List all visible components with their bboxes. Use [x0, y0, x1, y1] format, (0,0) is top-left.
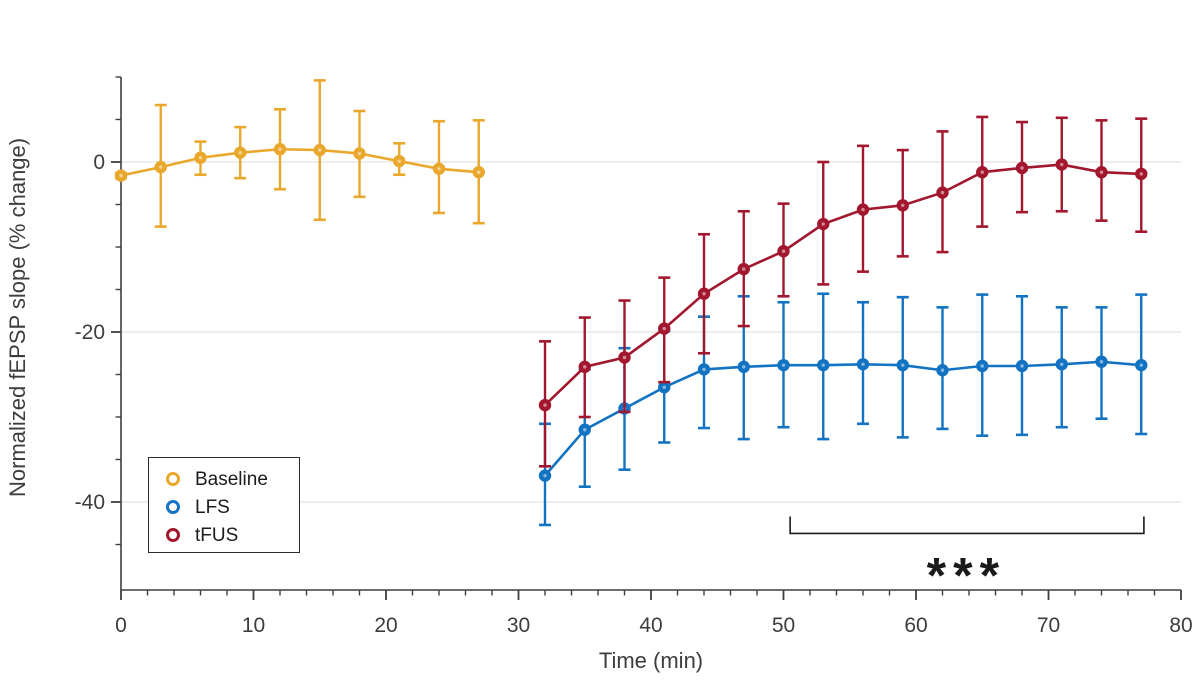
- y-tick-label: 0: [93, 151, 105, 174]
- x-tick-label: 40: [639, 614, 662, 637]
- data-point-center: [861, 362, 865, 366]
- x-tick-label: 60: [904, 614, 927, 637]
- y-tick-label: -20: [75, 321, 105, 344]
- y-tick-label: -40: [75, 491, 105, 514]
- data-point-center: [1099, 360, 1104, 364]
- data-point-center: [742, 267, 746, 271]
- data-point-center: [622, 355, 627, 360]
- data-point-center: [198, 156, 203, 160]
- legend-marker-circle-icon: [166, 500, 180, 514]
- data-point-center: [662, 326, 666, 331]
- data-point-center: [901, 363, 905, 367]
- data-point-center: [781, 249, 786, 253]
- data-point-center: [1060, 362, 1064, 366]
- data-point-center: [357, 151, 362, 156]
- data-point-center: [702, 292, 706, 296]
- x-tick-label: 50: [772, 614, 795, 637]
- legend-marker-circle-icon: [166, 528, 180, 542]
- data-point-center: [1020, 166, 1024, 170]
- legend-label: tFUS: [195, 525, 239, 546]
- legend-label: Baseline: [195, 469, 268, 490]
- data-point-center: [702, 367, 706, 372]
- data-point-center: [980, 364, 984, 368]
- data-point-center: [159, 165, 163, 169]
- data-point-center: [861, 207, 865, 212]
- data-point-center: [1099, 170, 1104, 174]
- data-point-center: [662, 385, 666, 389]
- x-tick-label: 30: [507, 614, 530, 637]
- data-point-center: [821, 222, 825, 226]
- data-point-center: [980, 170, 984, 174]
- baseline-series: [114, 79, 485, 228]
- legend: Baseline LFS tFUS: [148, 457, 300, 553]
- data-point-center: [583, 428, 587, 432]
- data-point-center: [278, 147, 282, 151]
- data-point-center: [437, 167, 441, 171]
- lfs-series: [538, 292, 1148, 527]
- x-axis-title: Time (min): [598, 648, 704, 673]
- data-point-center: [1060, 162, 1064, 167]
- data-point-center: [477, 170, 481, 174]
- data-point-center: [119, 173, 123, 178]
- data-point-center: [1139, 172, 1143, 176]
- data-point-center: [543, 403, 547, 407]
- series-line: [120, 147, 479, 177]
- legend-item-baseline: Baseline: [166, 465, 299, 493]
- significance-stars: ***: [927, 547, 1006, 603]
- data-point-center: [543, 473, 547, 478]
- x-tick-label: 20: [374, 614, 397, 637]
- legend-marker-circle-icon: [166, 472, 180, 486]
- bracket-line: [789, 516, 1145, 535]
- data-point-center: [742, 365, 746, 369]
- legend-label: LFS: [195, 497, 230, 518]
- legend-item-lfs: LFS: [166, 493, 299, 521]
- data-point-center: [940, 190, 945, 195]
- data-point-center: [238, 150, 242, 155]
- series-line: [544, 360, 1142, 477]
- x-axis: 0 10 20 30 40 50 60 70 80: [115, 590, 1193, 637]
- data-point-center: [821, 363, 825, 367]
- data-point-center: [397, 159, 401, 163]
- data-point-center: [583, 365, 587, 369]
- x-tick-label: 80: [1169, 614, 1192, 637]
- y-axis-title: Normalized fEPSP slope (% change): [5, 137, 30, 497]
- data-point-center: [1020, 364, 1024, 368]
- data-point-center: [901, 203, 905, 208]
- tfus-series: [538, 115, 1148, 468]
- y-axis: 0 -20 -40: [75, 76, 121, 546]
- data-point-center: [318, 148, 322, 152]
- significance-bracket: ***: [789, 516, 1145, 603]
- x-tick-label: 0: [115, 614, 127, 637]
- x-tick-label: 70: [1037, 614, 1060, 637]
- data-point-center: [1139, 363, 1143, 367]
- data-point-center: [781, 363, 786, 367]
- x-tick-label: 10: [242, 614, 265, 637]
- series-line: [544, 163, 1142, 407]
- legend-item-tfus: tFUS: [166, 521, 299, 549]
- data-point-center: [940, 368, 945, 372]
